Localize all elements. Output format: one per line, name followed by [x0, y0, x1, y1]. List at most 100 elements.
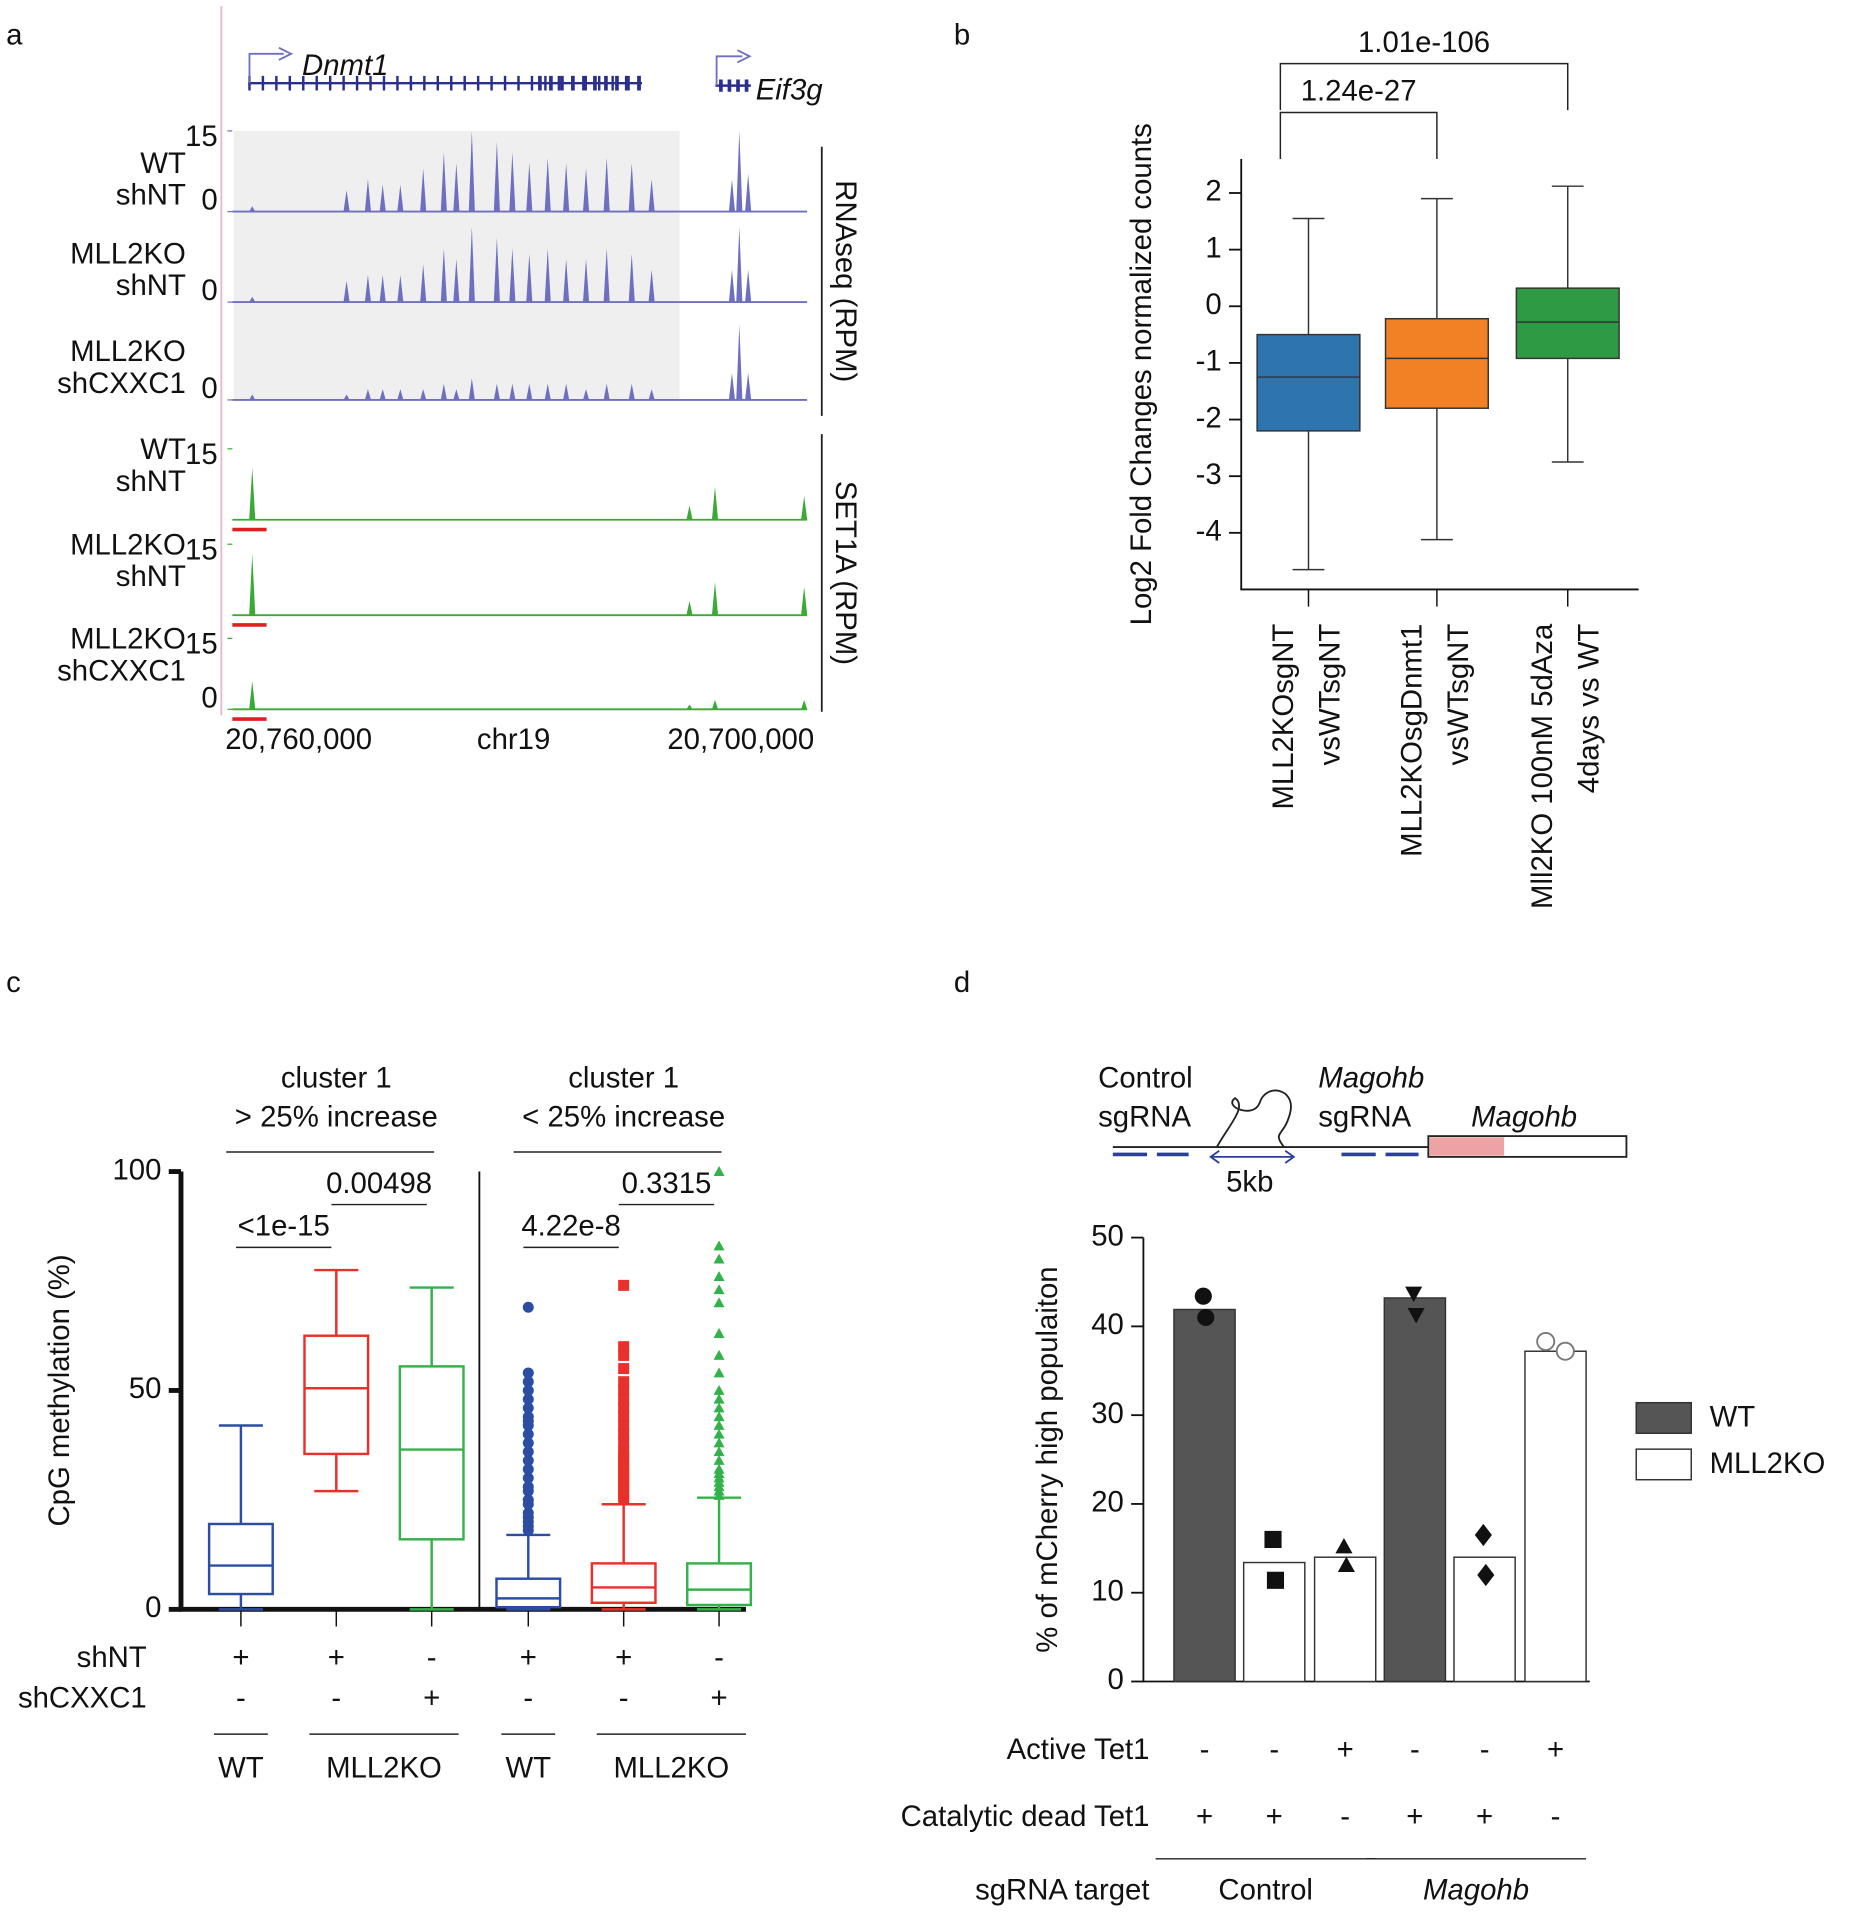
row-symbol: -: [1551, 1800, 1561, 1833]
diagram-label: Magohb: [1318, 1062, 1424, 1095]
track-label: MLL2KO: [70, 528, 186, 561]
group-label: RNAseq (RPM): [829, 180, 862, 382]
point: [522, 1463, 534, 1475]
row-symbol: -: [619, 1682, 629, 1715]
point: [1335, 1537, 1353, 1554]
p-value: 1.24e-27: [1301, 75, 1417, 108]
p-value: 0.00498: [326, 1167, 432, 1200]
box: [686, 1562, 753, 1607]
row-label: shCXXC1: [18, 1682, 147, 1715]
signal-peak: [343, 394, 350, 400]
signal-peak: [728, 373, 736, 400]
x-tick-label: MLL2KOsgNT: [1267, 624, 1300, 810]
point: [1407, 1307, 1425, 1324]
track-label: shCXXC1: [57, 654, 186, 687]
group-label: Magohb: [1423, 1874, 1529, 1907]
signal-peak: [526, 163, 533, 212]
point: [522, 1472, 534, 1484]
signal-peak: [648, 179, 655, 212]
diagram-label: Control: [1098, 1062, 1193, 1095]
track-tick-label: 0: [201, 681, 217, 714]
point: [522, 1402, 534, 1414]
gene-label: Dnmt1: [302, 49, 388, 82]
point: [618, 1437, 630, 1449]
point: [1555, 1341, 1575, 1361]
significance-bracket: [1279, 62, 1569, 111]
track-label: shCXXC1: [57, 367, 186, 400]
signal-peak: [711, 582, 719, 616]
point: [713, 1419, 725, 1430]
point: [618, 1341, 630, 1353]
box: [590, 1562, 657, 1605]
y-tick-label: 0: [145, 1591, 161, 1624]
point: [713, 1446, 725, 1457]
signal-peak: [582, 259, 590, 303]
construct-diagram: [1112, 1089, 1628, 1164]
signal-peak: [563, 383, 570, 400]
signal-peak: [711, 699, 719, 710]
track-label: WT: [140, 433, 186, 466]
y-tick-label: 1: [1205, 231, 1221, 264]
box: [1515, 287, 1620, 360]
signal-peak: [343, 280, 350, 303]
y-tick-label: -2: [1196, 401, 1222, 434]
signal-peak: [453, 389, 460, 400]
point: [522, 1485, 534, 1497]
point: [522, 1498, 534, 1510]
signal-peak: [603, 157, 610, 212]
signal-peak: [364, 275, 371, 303]
panel-letter: c: [6, 966, 21, 999]
p-value: 0.3315: [622, 1167, 712, 1200]
signal-peak: [544, 248, 551, 303]
point: [1266, 1571, 1285, 1589]
track-label: shNT: [116, 179, 186, 212]
row-symbol: +: [328, 1641, 345, 1674]
signal-peak: [563, 259, 570, 303]
signal-peak: [468, 130, 475, 212]
signal-peak: [397, 275, 404, 303]
legend-label: MLL2KO: [1710, 1447, 1826, 1480]
signal-peak: [711, 486, 719, 520]
signal-peak: [736, 324, 743, 400]
point: [713, 1393, 725, 1404]
point: [618, 1494, 630, 1506]
point: [618, 1376, 630, 1388]
signal-peak: [801, 496, 808, 520]
track-label: shNT: [116, 269, 186, 302]
signal-peak: [745, 373, 752, 400]
gene-label: Eif3g: [756, 74, 824, 107]
signal-peak: [526, 253, 533, 303]
signal-peak: [648, 389, 655, 400]
point: [713, 1349, 725, 1360]
point: [522, 1454, 534, 1467]
p-value: 1.01e-106: [1358, 26, 1490, 59]
point: [713, 1411, 725, 1422]
row-symbol: +: [232, 1641, 249, 1674]
point: [522, 1367, 534, 1379]
point: [522, 1301, 534, 1313]
signal-peak: [745, 269, 752, 303]
point: [1337, 1556, 1355, 1573]
signal-peak: [453, 259, 460, 303]
signal-peak: [544, 157, 551, 212]
point: [1194, 1287, 1212, 1305]
point: [713, 1428, 725, 1439]
track-label: MLL2KO: [70, 623, 186, 656]
row-symbol: +: [423, 1682, 440, 1715]
signal-peak: [509, 152, 516, 212]
row-symbol: -: [1340, 1800, 1350, 1833]
panel-letter: d: [954, 966, 970, 999]
p-value: 4.22e-8: [521, 1210, 620, 1243]
row-symbol: +: [1196, 1800, 1213, 1833]
point: [618, 1419, 630, 1431]
row-symbol: -: [1480, 1733, 1490, 1766]
point: [1474, 1523, 1492, 1547]
point: [713, 1490, 725, 1500]
signal-peak: [453, 163, 460, 212]
y-tick-label: 50: [1091, 1219, 1124, 1252]
row-symbol: +: [1337, 1733, 1354, 1766]
point: [522, 1393, 534, 1405]
signal-peak: [526, 383, 533, 400]
group-title: > 25% increase: [235, 1101, 438, 1134]
